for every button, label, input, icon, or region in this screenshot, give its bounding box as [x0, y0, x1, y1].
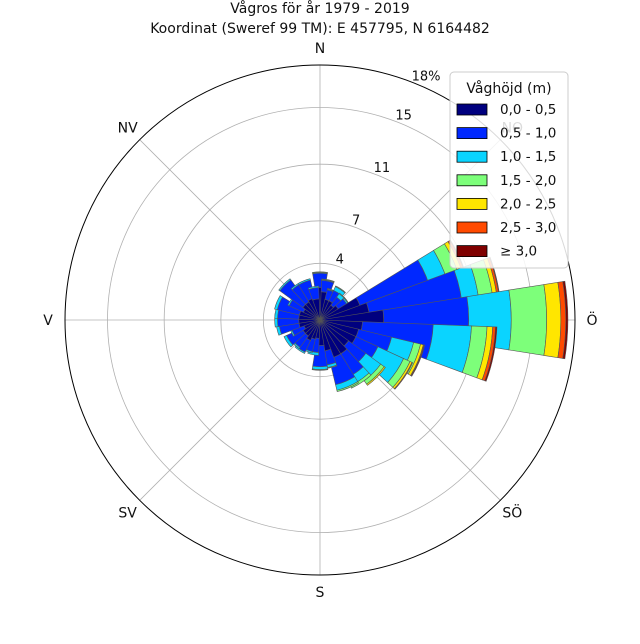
legend-label: ≥ 3,0 [500, 244, 537, 260]
sector-bar [319, 319, 386, 386]
bar-segment [484, 326, 498, 382]
legend-swatch [456, 127, 488, 139]
legend-item: ≥ 3,0 [456, 244, 537, 260]
legend-item: 0,5 - 1,0 [456, 126, 556, 142]
legend-swatch [456, 245, 488, 258]
legend-label: 2,5 - 3,0 [500, 220, 556, 236]
radial-tick-label: 15 [395, 109, 412, 124]
direction-label: SV [118, 505, 137, 521]
radial-tick-label: 18% [412, 69, 441, 84]
sector-bar [283, 319, 321, 348]
legend-swatch [456, 150, 488, 163]
direction-label: SÖ [502, 503, 522, 521]
legend-label: 0,5 - 1,0 [500, 126, 556, 142]
bar-segment [283, 335, 294, 348]
bar-segment [366, 366, 386, 386]
legend-label: 0,0 - 0,5 [500, 102, 556, 118]
bar-segment [543, 281, 562, 359]
bar-segment [278, 278, 292, 292]
legend-frame [449, 71, 569, 269]
radial-tick-label: 4 [336, 253, 344, 268]
radial-tick-label: 7 [352, 213, 360, 228]
legend-item: 2,0 - 2,5 [456, 196, 556, 212]
legend-swatch [456, 197, 488, 210]
grid-spoke [139, 319, 321, 501]
legend-item: 0,0 - 0,5 [456, 102, 556, 118]
legend-item: 1,5 - 2,0 [456, 173, 556, 189]
chart-title: Vågros för år 1979 - 2019 [230, 0, 409, 17]
legend-item: 1,0 - 1,5 [456, 149, 556, 165]
chart-subtitle: Koordinat (Sweref 99 TM): E 457795, N 61… [150, 21, 490, 37]
legend-label: 2,0 - 2,5 [500, 196, 556, 212]
bar-segment [307, 285, 320, 290]
bar-segment [393, 362, 414, 390]
bar-segment [562, 280, 569, 360]
direction-label: V [43, 313, 53, 329]
bar-segment [336, 381, 359, 392]
radial-tick-label: 11 [374, 161, 391, 176]
legend-swatch [456, 174, 488, 187]
legend-swatch [456, 221, 488, 234]
outer-circle [64, 64, 576, 576]
bar-segment [312, 271, 328, 274]
bar-segment [311, 368, 329, 371]
legend-item: 2,5 - 3,0 [456, 220, 556, 236]
bar-segment [321, 278, 335, 283]
legend-swatch [456, 103, 488, 116]
direction-label: NV [118, 121, 138, 137]
direction-label: N [315, 41, 325, 57]
bar-segment [297, 278, 311, 286]
direction-label: Ö [586, 311, 597, 329]
bar-segment [294, 345, 306, 354]
bar-segment [335, 285, 346, 294]
bar-segment [410, 344, 426, 377]
bar-segment [274, 295, 283, 311]
legend-title: Våghöjd (m) [466, 80, 551, 97]
legend-label: 1,5 - 2,0 [500, 173, 556, 189]
legend: Våghöjd (m) 0,0 - 0,5 0,5 - 1,0 1,0 - 1,5 1… [449, 71, 569, 269]
bar-segment [508, 284, 547, 356]
direction-label: S [316, 585, 325, 601]
sector-bar [307, 285, 321, 321]
legend-label: 1,0 - 1,5 [500, 149, 556, 165]
